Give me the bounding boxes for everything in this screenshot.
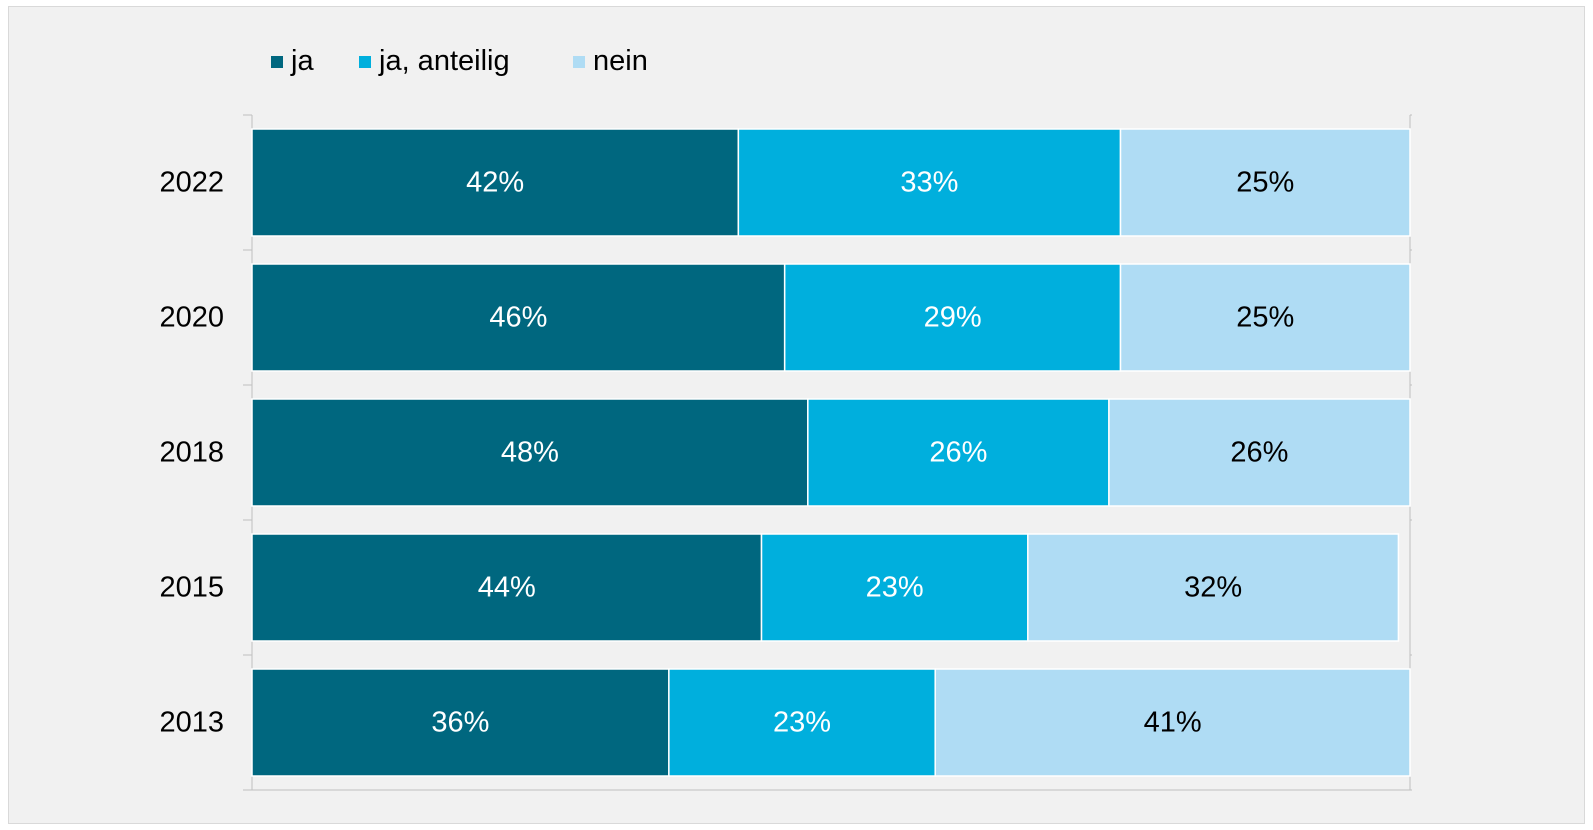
bar-segment-ja <box>251 128 740 237</box>
bar-segment-ja <box>251 263 786 372</box>
bar-segment-ja-anteilig <box>783 263 1122 372</box>
bar-segment-nein <box>1027 533 1400 642</box>
data-label: 25% <box>1236 167 1294 199</box>
bar-segment-nein <box>934 668 1411 777</box>
data-label: 44% <box>478 572 536 604</box>
data-label: 36% <box>431 707 489 739</box>
bar-segment-nein <box>1119 128 1411 237</box>
legend-label: ja <box>290 45 314 77</box>
bar-segment-ja <box>251 398 809 507</box>
bar-segment-nein <box>1108 398 1411 507</box>
bar-segment-ja-anteilig <box>760 533 1029 642</box>
data-label: 23% <box>866 572 924 604</box>
data-label: 41% <box>1144 707 1202 739</box>
data-label: 29% <box>924 302 982 334</box>
legend-swatch-ja-anteilig <box>359 56 371 68</box>
legend-swatch-nein <box>573 56 585 68</box>
data-label: 26% <box>1230 437 1288 469</box>
data-label: 42% <box>466 167 524 199</box>
category-labels: 2022 2020 2018 2015 2013 <box>159 167 224 739</box>
data-label: 23% <box>773 707 831 739</box>
category-label: 2022 <box>159 167 224 199</box>
category-label: 2018 <box>159 437 224 469</box>
legend: ja ja, anteilig nein <box>271 45 648 77</box>
data-label: 26% <box>929 437 987 469</box>
legend-label: ja, anteilig <box>378 45 510 77</box>
data-label: 46% <box>489 302 547 334</box>
category-label: 2015 <box>159 572 224 604</box>
bars: 42% 33% 25% 46% 29% 25% 48% 26% 26% 44% 23% 32% 36% 2… <box>251 128 1411 777</box>
data-label: 25% <box>1236 302 1294 334</box>
bar-segment-ja <box>251 533 763 642</box>
stacked-bar-chart: ja ja, anteilig nein 42% 33% 25% 46% 29% 25% 48%… <box>159 45 1412 791</box>
bar-segment-ja <box>251 668 670 777</box>
data-label: 33% <box>900 167 958 199</box>
legend-label: nein <box>593 45 648 77</box>
data-label: 48% <box>501 437 559 469</box>
bar-segment-ja-anteilig <box>807 398 1110 507</box>
category-label: 2020 <box>159 302 224 334</box>
bar-segment-nein <box>1119 263 1411 372</box>
chart-frame: ja ja, anteilig nein 42% 33% 25% 46% 29% 25% 48%… <box>8 6 1585 824</box>
category-label: 2013 <box>159 707 224 739</box>
bar-segment-ja-anteilig <box>668 668 936 777</box>
data-label: 32% <box>1184 572 1242 604</box>
legend-swatch-ja <box>271 56 283 68</box>
